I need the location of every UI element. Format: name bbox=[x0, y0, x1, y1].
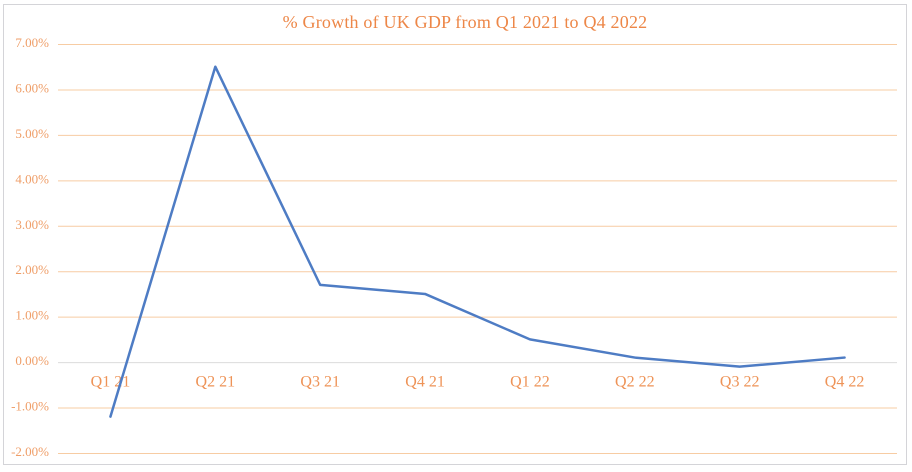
y-axis-tick-label: 0.00% bbox=[15, 353, 49, 368]
y-axis-tick-label: 2.00% bbox=[15, 262, 49, 277]
y-axis-tick-label: 5.00% bbox=[15, 126, 49, 141]
y-axis-tick-label: -2.00% bbox=[11, 444, 49, 459]
y-axis-tick-label: 4.00% bbox=[15, 171, 49, 186]
y-axis-tick-label: 1.00% bbox=[15, 308, 49, 323]
chart-title: % Growth of UK GDP from Q1 2021 to Q4 20… bbox=[282, 12, 648, 32]
y-axis-tick-label: 7.00% bbox=[15, 35, 49, 50]
x-axis-tick-label: Q1 22 bbox=[510, 374, 550, 391]
x-axis-tick-label: Q1 21 bbox=[91, 374, 131, 391]
x-axis-tick-label: Q3 22 bbox=[720, 374, 760, 391]
x-axis-tick-label: Q2 22 bbox=[615, 374, 655, 391]
x-axis-tick-label: Q4 21 bbox=[405, 374, 445, 391]
series-line--growth-of-uk-gdp bbox=[109, 65, 846, 418]
y-axis-tick-label: -1.00% bbox=[11, 399, 49, 414]
x-axis-tick-label: Q3 21 bbox=[300, 374, 340, 391]
x-axis-tick-label: Q2 21 bbox=[196, 374, 236, 391]
chart-frame-border bbox=[3, 4, 907, 465]
x-axis-tick-label: Q4 22 bbox=[825, 374, 865, 391]
y-axis-tick-label: 6.00% bbox=[15, 80, 49, 95]
y-axis-tick-label: 3.00% bbox=[15, 217, 49, 232]
